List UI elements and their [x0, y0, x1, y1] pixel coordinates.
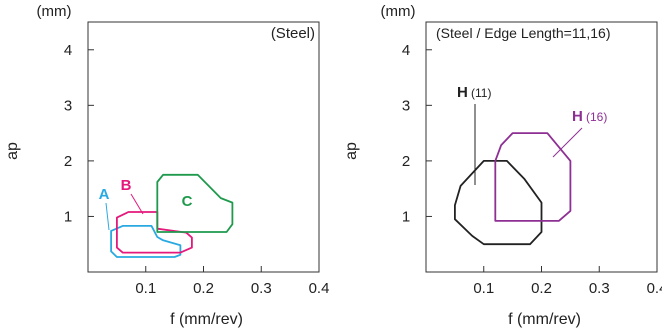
x-tick-label: 0.2	[193, 280, 214, 297]
y-tick-label: 4	[64, 42, 72, 59]
leader-line-h16	[552, 127, 583, 158]
y-tick-label: 1	[64, 208, 72, 225]
x-axis-label: f (mm/rev)	[508, 311, 581, 328]
x-tick-label: 0.1	[135, 280, 156, 297]
y-axis-unit: (mm)	[381, 3, 416, 20]
series-label-b: B	[121, 177, 132, 194]
series-label-h16-sub: (16)	[586, 110, 607, 124]
y-tick-label: 3	[64, 97, 72, 114]
series-label-h11: H	[457, 84, 468, 101]
x-tick-label: 0.3	[251, 280, 272, 297]
y-tick-label: 3	[402, 97, 410, 114]
y-tick-label: 1	[402, 208, 410, 225]
y-tick-label: 2	[64, 153, 72, 170]
series-label-a: A	[99, 186, 110, 203]
series-label-h16: H	[572, 108, 583, 125]
chart-title: (Steel / Edge Length=11,16)	[436, 25, 610, 41]
y-tick-label: 2	[402, 153, 410, 170]
leader-line-a	[105, 202, 110, 231]
y-axis-unit: (mm)	[37, 3, 72, 20]
x-tick-label: 0.3	[589, 280, 610, 297]
x-tick-label: 0.4	[309, 280, 330, 297]
region-h16	[494, 132, 572, 222]
series-label-c: C	[182, 193, 193, 210]
region-h11	[453, 159, 543, 246]
x-tick-label: 0.1	[473, 280, 494, 297]
region-a	[110, 224, 182, 258]
plot-frame	[425, 21, 658, 273]
y-axis-label: ap	[343, 142, 360, 160]
y-axis-label: ap	[4, 142, 21, 160]
series-label-h11-sub: (11)	[471, 86, 491, 100]
right-panel-edge-length: 0.1 0.2 0.3 0.4 1 2 3 4 f (mm/rev) ap (mm) (Steel /…	[343, 3, 662, 328]
x-axis-label: f (mm/rev)	[170, 311, 243, 328]
chart-title: (Steel)	[271, 25, 315, 42]
left-panel-steel: 0.1 0.2 0.3 0.4 1 2 3 4 f (mm/rev) ap (mm) (Steel) A…	[4, 3, 329, 328]
y-tick-label: 4	[402, 42, 410, 59]
x-tick-label: 0.4	[647, 280, 662, 297]
region-c	[156, 173, 234, 233]
plot-frame	[87, 21, 320, 273]
x-tick-label: 0.2	[531, 280, 552, 297]
leader-line-b	[130, 193, 144, 215]
